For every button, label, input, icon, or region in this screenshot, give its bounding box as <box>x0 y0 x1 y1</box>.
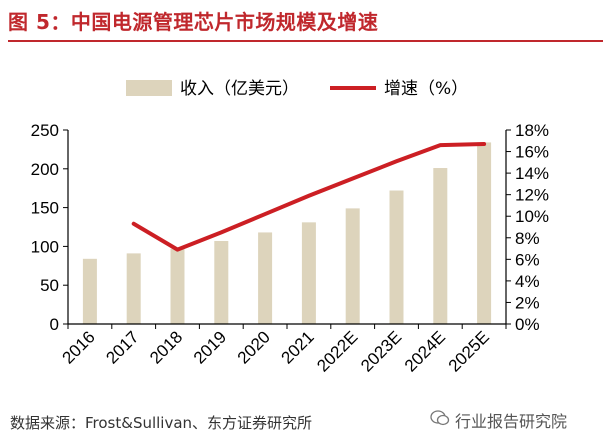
bar-2016 <box>82 258 97 324</box>
bar-2023E <box>389 190 404 324</box>
title-divider <box>8 40 603 42</box>
y2-tick-label: 2% <box>515 293 540 312</box>
bar-2017 <box>126 253 141 324</box>
legend-line-label: 增速（%） <box>384 79 468 99</box>
y2-tick-label: 10% <box>515 207 549 226</box>
y2-tick-label: 8% <box>515 229 540 248</box>
growth-line-series <box>131 142 487 252</box>
x-tick-label: 2024E <box>401 327 449 375</box>
bar-2025E <box>477 142 492 324</box>
x-tick-label: 2017 <box>102 327 142 367</box>
y2-tick-label: 6% <box>515 250 540 269</box>
x-tick-label: 2021 <box>278 327 318 367</box>
source-note: 数据来源：Frost&Sullivan、东方证券研究所 <box>10 414 313 432</box>
legend-bar-swatch <box>126 80 172 96</box>
y-tick-label: 0 <box>50 315 59 334</box>
y2-tick-label: 12% <box>515 186 549 205</box>
x-tick-label: 2025E <box>445 327 493 375</box>
x-tick-label: 2023E <box>357 327 405 375</box>
chart-axes: 0 50 100 150 200 250 0% 2% 4% 6% 8% 10% 12% 14% 16% 18%… <box>31 121 549 376</box>
y-tick-label: 200 <box>31 160 59 179</box>
x-tick-label: 2022E <box>313 327 361 375</box>
bar-2020 <box>258 232 273 324</box>
x-tick-label: 2020 <box>234 327 274 367</box>
x-tick-label: 2016 <box>59 327 99 367</box>
y2-tick-label: 16% <box>515 143 549 162</box>
y-tick-label: 150 <box>31 199 59 218</box>
y2-tick-label: 0% <box>515 315 540 334</box>
chart-title: 图 5：中国电源管理芯片市场规模及增速 <box>8 10 379 34</box>
bar-2018 <box>170 248 185 324</box>
y2-tick-label: 18% <box>515 121 549 140</box>
x-tick-label: 2018 <box>146 327 186 367</box>
legend-bar-label: 收入（亿美元） <box>180 79 299 99</box>
bar-2022E <box>345 208 360 324</box>
bar-2021 <box>301 222 316 324</box>
bar-2024E <box>433 168 448 324</box>
x-tick-label: 2019 <box>190 327 230 367</box>
y2-tick-label: 14% <box>515 164 549 183</box>
y-tick-label: 250 <box>31 121 59 140</box>
watermark-text: 行业报告研究院 <box>455 412 568 431</box>
y-tick-label: 50 <box>40 276 59 295</box>
y-tick-label: 100 <box>31 237 59 256</box>
wechat-icon <box>430 410 450 426</box>
bar-series <box>82 142 492 324</box>
bar-2019 <box>214 240 229 324</box>
y2-tick-label: 4% <box>515 272 540 291</box>
chart-legend: 收入（亿美元） 增速（%） <box>126 79 468 99</box>
